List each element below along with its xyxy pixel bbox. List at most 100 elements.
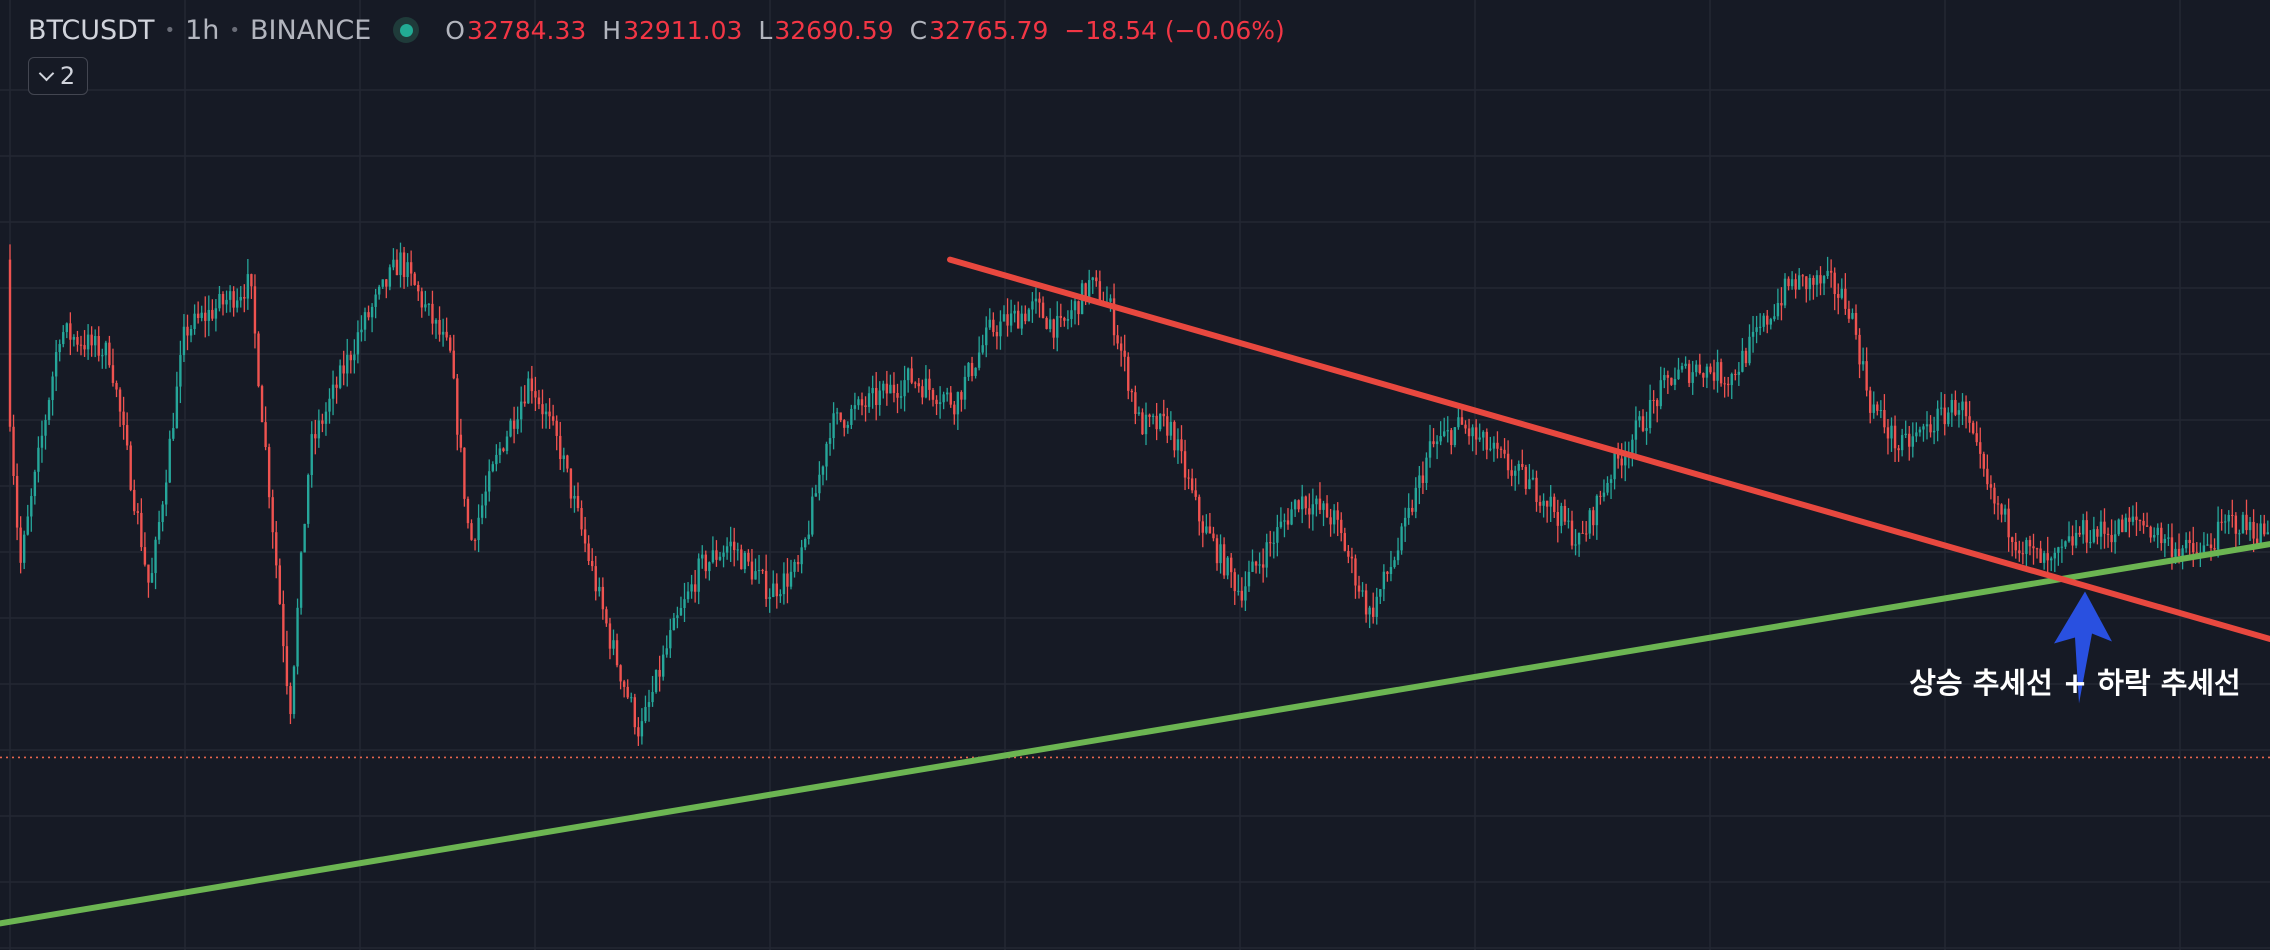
candle-body bbox=[1148, 414, 1151, 417]
candle bbox=[1687, 359, 1691, 388]
candle bbox=[484, 475, 487, 519]
candle-body bbox=[1450, 430, 1453, 446]
candle-body bbox=[828, 438, 832, 444]
candle bbox=[65, 322, 68, 339]
candle-body bbox=[747, 552, 750, 562]
candle-body bbox=[1297, 500, 1300, 510]
candle bbox=[669, 618, 672, 658]
candle-body bbox=[1453, 427, 1457, 446]
candle-body bbox=[1336, 510, 1339, 520]
candle bbox=[275, 521, 278, 579]
rising-trendline[interactable] bbox=[0, 541, 2270, 927]
candle bbox=[1201, 515, 1204, 548]
candle bbox=[1865, 347, 1868, 397]
candle-body bbox=[502, 448, 505, 451]
candle bbox=[1258, 552, 1261, 574]
candle-body bbox=[1766, 315, 1769, 325]
candle-body bbox=[65, 323, 68, 333]
candle-body bbox=[1116, 335, 1119, 344]
candle bbox=[1766, 309, 1769, 334]
candle-body bbox=[1013, 310, 1016, 314]
candle bbox=[2216, 506, 2220, 558]
candle bbox=[2032, 533, 2035, 565]
candle-body bbox=[1226, 557, 1229, 576]
indicators-collapse-button[interactable]: 2 bbox=[28, 57, 88, 95]
candle-body bbox=[1123, 350, 1126, 357]
candle-body bbox=[1041, 302, 1045, 318]
candle bbox=[1379, 589, 1382, 604]
candle-body bbox=[1460, 417, 1464, 425]
candle-body bbox=[544, 411, 548, 415]
candle-body bbox=[1393, 560, 1396, 568]
candle bbox=[307, 473, 310, 528]
trendline-annotation[interactable]: 상승 추세선 + 하락 추세선 bbox=[1909, 666, 2241, 700]
candle-body bbox=[1070, 310, 1073, 319]
candle bbox=[1361, 582, 1364, 597]
candle bbox=[94, 329, 97, 358]
interval-label[interactable]: 1h bbox=[185, 14, 220, 46]
candle-body bbox=[1027, 309, 1031, 322]
candle bbox=[665, 635, 668, 658]
candle bbox=[296, 598, 299, 675]
candle bbox=[321, 413, 324, 433]
candle bbox=[1780, 287, 1783, 321]
candle bbox=[388, 264, 392, 291]
candle-body bbox=[1521, 463, 1524, 467]
candle bbox=[459, 418, 463, 453]
market-status-icon[interactable] bbox=[393, 17, 420, 43]
candle-body bbox=[338, 365, 342, 388]
candle bbox=[953, 400, 956, 425]
candle-body bbox=[1375, 596, 1378, 617]
candle-body bbox=[2142, 520, 2145, 526]
candle-body bbox=[1695, 364, 1698, 373]
candle-body bbox=[1670, 377, 1673, 385]
candle-body bbox=[946, 392, 949, 395]
candle-body bbox=[310, 434, 313, 476]
candle bbox=[1762, 313, 1765, 332]
candle-body bbox=[431, 303, 434, 324]
candle bbox=[189, 325, 193, 343]
candle bbox=[406, 253, 409, 287]
candle-body bbox=[1031, 301, 1034, 310]
candle-body bbox=[711, 550, 715, 563]
symbol-name[interactable]: BTCUSDT bbox=[28, 14, 155, 46]
candle-body bbox=[1954, 399, 1957, 415]
candle bbox=[349, 350, 352, 374]
candle-body bbox=[1652, 399, 1655, 401]
candle bbox=[1276, 514, 1279, 557]
candle-body bbox=[2028, 540, 2032, 547]
candle-body bbox=[1790, 279, 1794, 287]
candle bbox=[2121, 514, 2124, 533]
candle bbox=[54, 339, 58, 392]
candle bbox=[583, 516, 587, 553]
candle bbox=[1595, 494, 1599, 540]
candle-body bbox=[505, 436, 509, 451]
candle-body bbox=[1680, 366, 1684, 370]
candle bbox=[1563, 499, 1567, 526]
candle-body bbox=[1577, 532, 1581, 545]
candle-body bbox=[360, 329, 363, 333]
candle bbox=[1489, 436, 1492, 452]
candle bbox=[942, 391, 945, 410]
candle-body bbox=[246, 274, 250, 299]
candle bbox=[1119, 336, 1123, 367]
candle bbox=[115, 380, 118, 398]
candle bbox=[2028, 535, 2032, 556]
candle bbox=[793, 559, 796, 578]
candle bbox=[860, 392, 864, 416]
candle bbox=[1048, 308, 1052, 333]
candle bbox=[1233, 568, 1236, 605]
candle bbox=[1283, 513, 1286, 538]
candle bbox=[1815, 270, 1819, 297]
candle-body bbox=[456, 378, 459, 435]
candle-body bbox=[1553, 496, 1556, 513]
falling-trendline[interactable] bbox=[947, 256, 2270, 642]
candle-body bbox=[1925, 424, 1929, 427]
legend-header: BTCUSDT • 1h • BINANCE O32784.33 H32911.… bbox=[28, 10, 1285, 50]
candle-body bbox=[1386, 571, 1389, 575]
candle bbox=[214, 299, 218, 332]
candle bbox=[2113, 520, 2117, 554]
candle-body bbox=[644, 706, 647, 722]
